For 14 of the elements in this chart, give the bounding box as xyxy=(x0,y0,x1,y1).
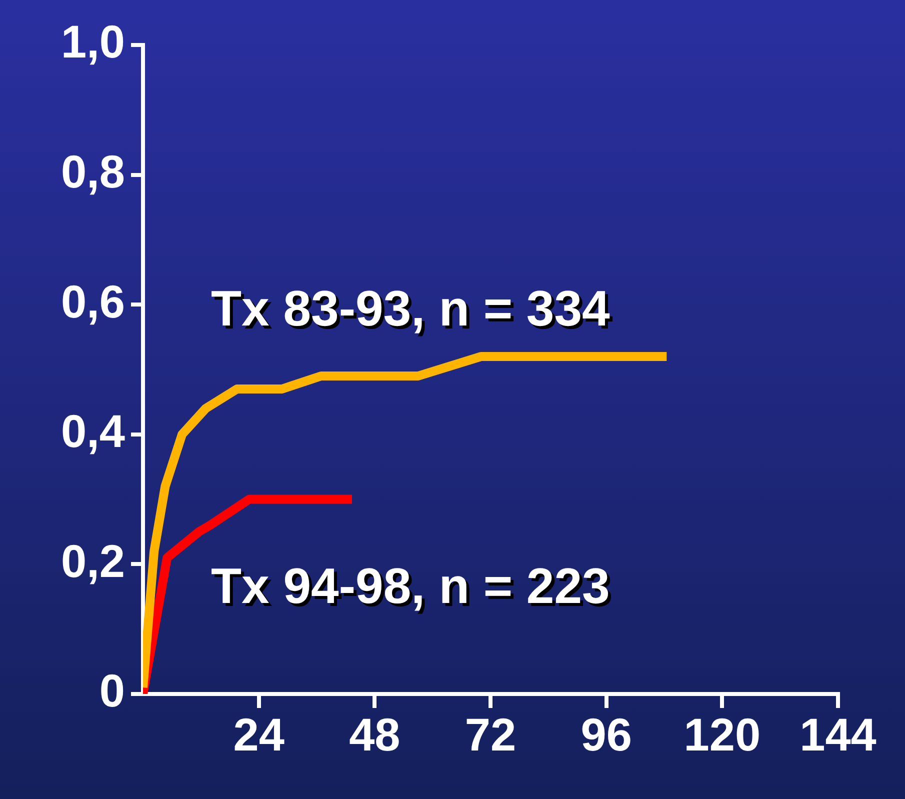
y-tick-label: 0 xyxy=(99,664,125,717)
x-tick-label: 96 xyxy=(580,708,632,760)
x-tick-label: 48 xyxy=(349,708,400,760)
series-label: Tx 83-93, n = 334 xyxy=(214,283,614,340)
y-tick-label: 0,8 xyxy=(61,145,125,198)
y-tick-label: 1,0 xyxy=(61,16,125,68)
x-tick-label: 120 xyxy=(684,708,761,760)
x-tick-label: 72 xyxy=(464,708,516,760)
y-tick-label: 0,6 xyxy=(61,275,125,328)
y-tick-label: 0,2 xyxy=(61,534,125,587)
y-tick-label: 0,4 xyxy=(61,405,126,458)
series-label: Tx 94-98, n = 223 xyxy=(211,558,610,614)
x-tick-label: 24 xyxy=(233,708,285,760)
x-tick-label: 144 xyxy=(800,708,877,760)
